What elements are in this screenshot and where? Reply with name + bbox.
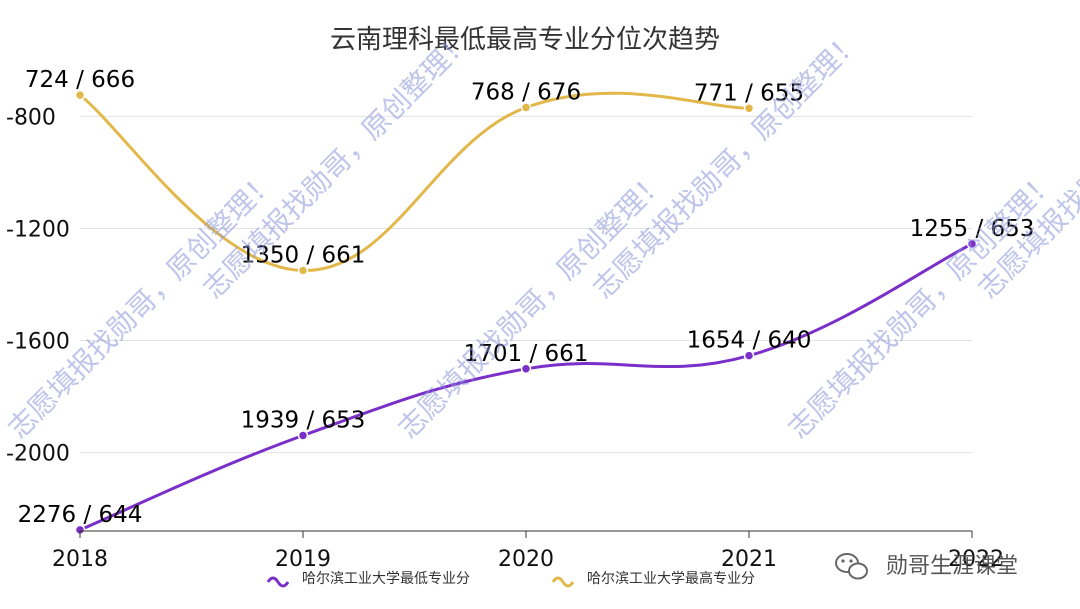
- watermark-text: 志愿填报找勋哥，原创整理！: [782, 164, 1063, 445]
- y-tick-label: -800: [6, 105, 56, 130]
- data-label: 1939 / 653: [241, 407, 366, 433]
- series-layer: [74, 89, 978, 536]
- x-tick-label: 2020: [498, 547, 554, 572]
- data-point[interactable]: [520, 102, 532, 113]
- wechat-icon: [835, 553, 868, 580]
- data-label: 1701 / 661: [464, 341, 589, 367]
- brand-name: 勋哥生涯课堂: [886, 554, 1018, 579]
- legend-swatch: [266, 576, 290, 588]
- data-label: 768 / 676: [471, 79, 581, 105]
- data-point[interactable]: [520, 363, 532, 375]
- data-point[interactable]: [966, 238, 978, 250]
- watermark-text: 志愿填报找勋哥，原创整理！: [587, 24, 868, 305]
- series-line-2: [79, 91, 750, 272]
- data-point[interactable]: [743, 350, 755, 361]
- x-tick-label: 2018: [52, 547, 108, 572]
- data-point[interactable]: [297, 430, 309, 441]
- legend-label[interactable]: 哈尔滨工业大学最低专业分: [302, 571, 470, 587]
- y-tick-label: -1200: [6, 217, 70, 242]
- data-label: 2276 / 644: [18, 502, 143, 528]
- y-tick-label: -2000: [6, 442, 70, 467]
- x-tick-label: 2021: [721, 547, 777, 572]
- legend-label[interactable]: 哈尔滨工业大学最高专业分: [587, 570, 755, 587]
- data-label: 724 / 666: [25, 67, 135, 93]
- axis-layer: -800 -1200 -1600 -2000 2018 2019 2020 2021 2022: [6, 105, 1004, 572]
- watermark-text: 志愿填报找勋哥，原创整理！: [392, 164, 673, 445]
- y-tick-label: -1600: [6, 330, 70, 355]
- watermark-text: 志愿填报找勋哥，原创整理！: [972, 24, 1080, 305]
- data-point[interactable]: [74, 89, 86, 101]
- data-label: 1654 / 640: [687, 328, 812, 354]
- legend: 哈尔滨工业大学最低专业分 哈尔滨工业大学最高专业分: [266, 570, 755, 588]
- data-label: 1350 / 661: [241, 242, 366, 268]
- brand-logo: 勋哥生涯课堂: [835, 553, 1018, 580]
- x-tick-label: 2022: [948, 547, 1004, 572]
- data-label: 1255 / 653: [910, 216, 1035, 242]
- data-point[interactable]: [743, 103, 755, 114]
- grid-layer: [80, 115, 972, 454]
- x-tick-label: 2019: [275, 547, 331, 572]
- data-label: 771 / 655: [694, 80, 804, 106]
- chart-title: 云南理科最低最高专业分位次趋势: [330, 25, 720, 55]
- data-point[interactable]: [297, 265, 309, 276]
- legend-swatch: [551, 576, 575, 588]
- label-layer: 2276 / 644 1939 / 653 1701 / 661 1654 / 640…: [18, 67, 1035, 528]
- watermark-text: 志愿填报找勋哥，原创整理！: [2, 164, 283, 445]
